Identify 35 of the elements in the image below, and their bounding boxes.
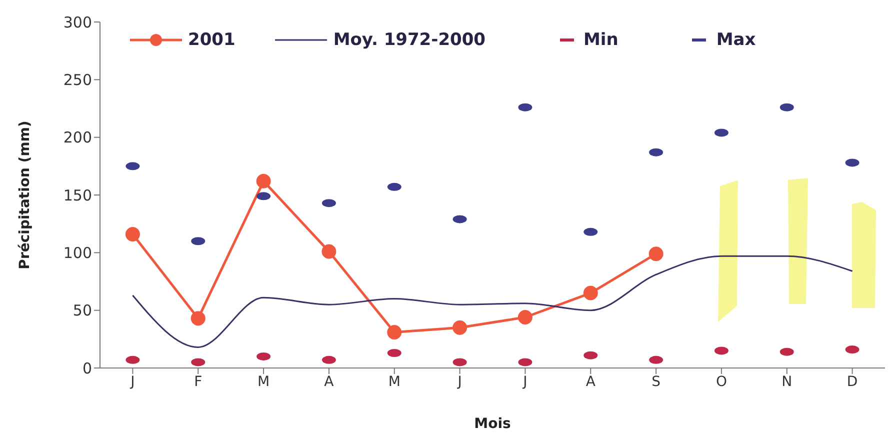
x-axis-title: Mois <box>474 416 511 432</box>
point <box>648 246 664 262</box>
point <box>190 311 206 326</box>
point <box>322 244 336 259</box>
legend-label: Max <box>716 30 756 50</box>
y-tick-label: 100 <box>63 244 92 262</box>
x-tick-label: F <box>194 374 202 390</box>
x-tick-label: S <box>652 374 661 390</box>
line-series <box>132 255 854 348</box>
y-tick-label: 200 <box>63 128 92 147</box>
x-tick-label: D <box>846 374 858 390</box>
x-tick-label: N <box>782 374 792 390</box>
x-tick-label: O <box>716 374 727 390</box>
legend-label: Moy. 1972-2000 <box>333 30 486 50</box>
point <box>125 226 140 242</box>
point <box>518 310 532 325</box>
point <box>256 174 271 188</box>
x-tick-label: A <box>586 374 596 390</box>
y-tick-label: 300 <box>63 13 92 32</box>
y-tick-label: 150 <box>63 186 92 204</box>
y-tick-label: 50 <box>72 302 92 320</box>
x-tick-label: J <box>522 374 528 390</box>
legend-label: Min <box>584 30 618 50</box>
y-axis-title: Précipitation (mm) <box>16 120 33 270</box>
x-tick-label: J <box>130 374 135 390</box>
point <box>452 320 468 335</box>
legend-label: 2001 <box>188 30 236 50</box>
x-tick-label: M <box>257 374 270 390</box>
point <box>387 324 402 340</box>
x-tick-label: A <box>324 374 334 390</box>
y-tick-label: 250 <box>63 70 92 89</box>
point <box>583 286 598 300</box>
x-tick-label: M <box>388 374 400 390</box>
y-tick-label: 0 <box>82 359 92 378</box>
x-tick-label: J <box>456 374 462 390</box>
